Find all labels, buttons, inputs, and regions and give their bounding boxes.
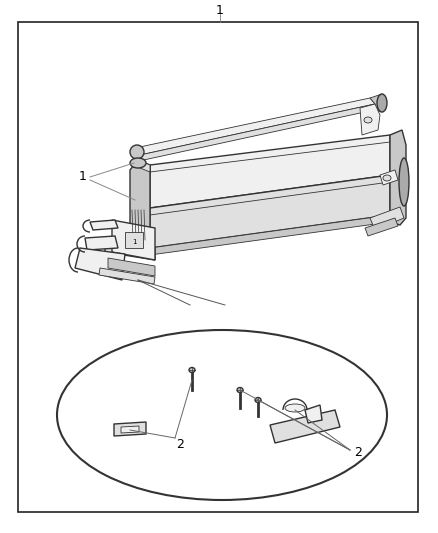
Ellipse shape (285, 404, 305, 412)
Polygon shape (105, 240, 155, 260)
Ellipse shape (130, 158, 146, 168)
Polygon shape (130, 160, 150, 255)
Polygon shape (138, 160, 150, 172)
Ellipse shape (57, 330, 387, 500)
Polygon shape (360, 104, 380, 135)
Polygon shape (99, 268, 155, 284)
Text: 1: 1 (216, 4, 224, 17)
Polygon shape (114, 422, 146, 436)
Polygon shape (150, 175, 390, 248)
Polygon shape (90, 220, 118, 230)
Polygon shape (365, 218, 398, 236)
Polygon shape (85, 236, 118, 250)
Ellipse shape (364, 117, 372, 123)
Polygon shape (112, 220, 155, 260)
Ellipse shape (130, 145, 144, 159)
Text: 2: 2 (176, 439, 184, 451)
Polygon shape (139, 104, 375, 161)
Polygon shape (150, 135, 390, 208)
Polygon shape (150, 215, 390, 255)
Polygon shape (270, 410, 340, 443)
Ellipse shape (237, 387, 243, 392)
Polygon shape (75, 248, 125, 280)
Polygon shape (108, 258, 155, 276)
Text: 1: 1 (132, 239, 136, 245)
Bar (125, 232, 143, 248)
Ellipse shape (383, 175, 391, 181)
Polygon shape (135, 98, 375, 155)
Ellipse shape (377, 94, 387, 112)
Text: 2: 2 (354, 446, 362, 458)
Ellipse shape (189, 367, 195, 373)
Polygon shape (121, 426, 139, 433)
Polygon shape (370, 94, 382, 112)
Ellipse shape (255, 398, 261, 402)
Polygon shape (390, 130, 406, 225)
Polygon shape (305, 405, 322, 423)
Text: 1: 1 (79, 171, 87, 183)
Ellipse shape (399, 158, 409, 206)
Polygon shape (370, 207, 404, 230)
Polygon shape (380, 170, 398, 185)
